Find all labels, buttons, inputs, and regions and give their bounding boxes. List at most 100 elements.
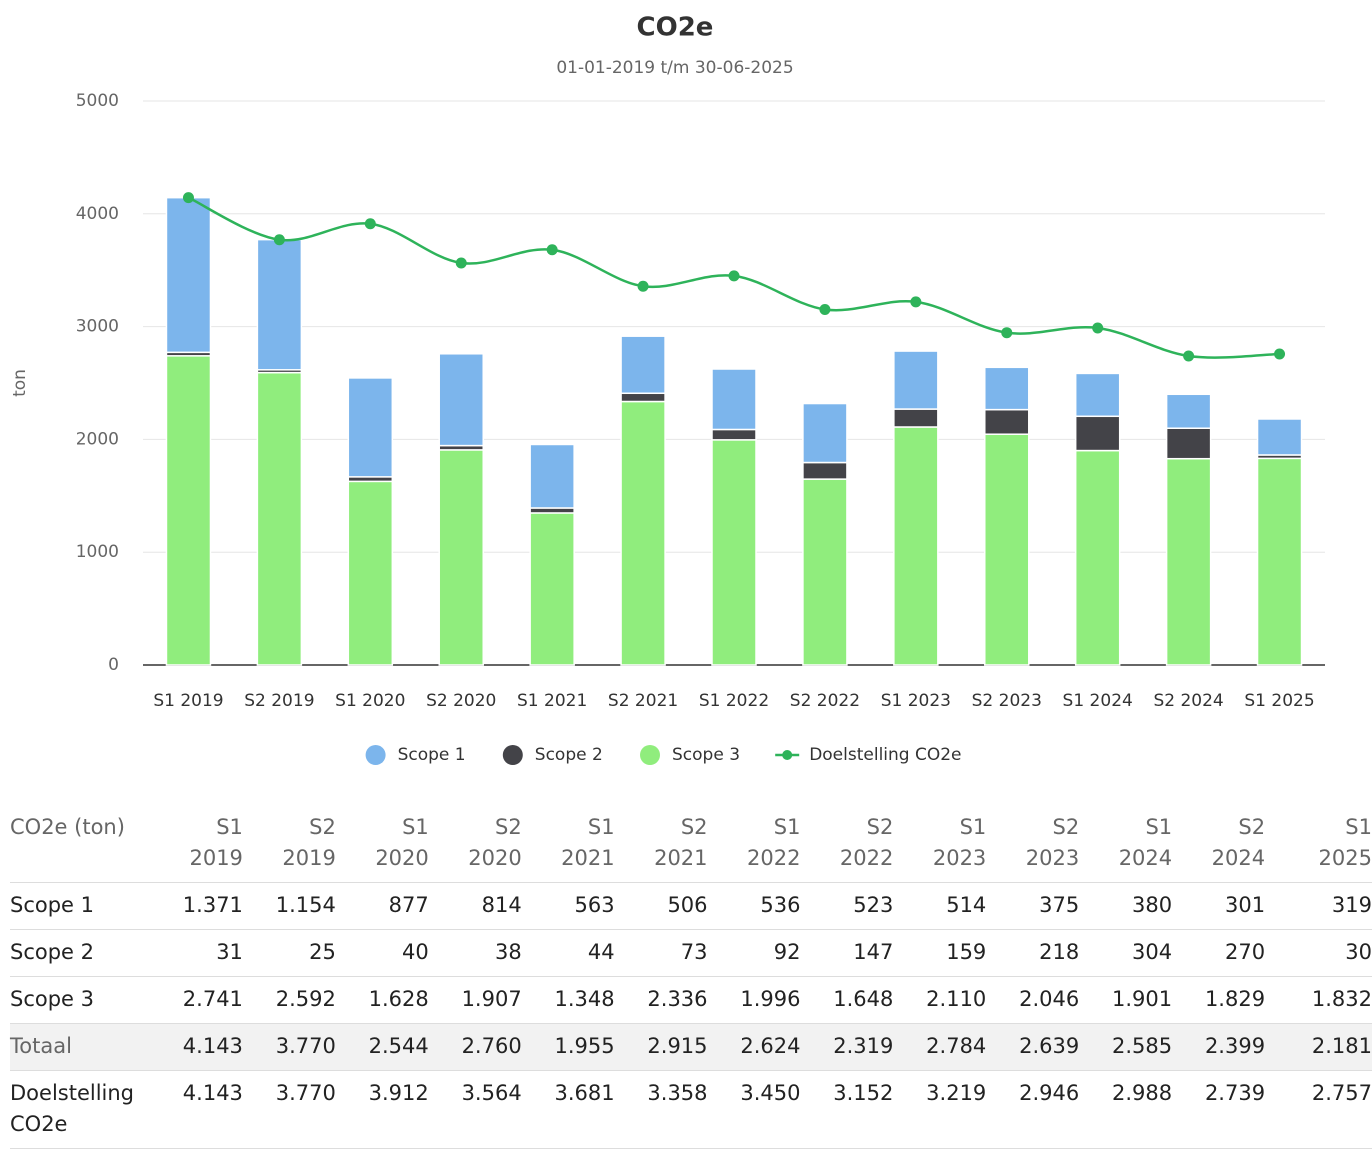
x-tick-label: S1 2022 [699, 691, 769, 711]
chart-subtitle: 01-01-2019 t/m 30-06-2025 [556, 58, 793, 78]
table-cell: Doelstelling CO2e [10, 1070, 150, 1149]
table-cell: Scope 3 [10, 976, 150, 1024]
bar-segment [1165, 427, 1212, 460]
target-marker [273, 234, 285, 246]
table-cell: 30 [1265, 929, 1372, 977]
table-cell: 2.739 [1172, 1070, 1266, 1149]
cell-text: Doelstelling CO2e [10, 1081, 135, 1136]
table-cell: Scope 2 [10, 929, 150, 977]
table-cell: 514 [893, 882, 987, 930]
cell-text: 44 [587, 940, 615, 964]
cell-text: 1.628 [368, 987, 429, 1011]
x-tick-label: S2 2023 [972, 691, 1042, 711]
table-cell: 536 [707, 882, 801, 930]
table-cell: 304 [1079, 929, 1173, 977]
table-row: Scope 2 31 25 40 38 44 73 92 147 159 218 304 270 30 [10, 929, 1372, 977]
table-cell: Totaal [10, 1023, 150, 1071]
bar-segment [1165, 393, 1212, 429]
table-row: Scope 1 1.371 1.154 877 814 563 506 536 523 514 37… [10, 882, 1372, 930]
cell-text: 30 [1345, 940, 1372, 964]
cell-text: 2.757 [1311, 1081, 1372, 1105]
target-marker [1001, 327, 1013, 339]
table-cell: 159 [893, 929, 987, 977]
table-cell: 1.901 [1079, 976, 1173, 1024]
table-cell: 1.648 [800, 976, 894, 1024]
table-cell: S2 2020 [428, 812, 522, 883]
cell-text: 563 [574, 893, 615, 917]
cell-text: 2.741 [182, 987, 243, 1011]
table-cell: 2.319 [800, 1023, 894, 1071]
table-cell: 3.770 [242, 1070, 336, 1149]
cell-text: 877 [388, 893, 429, 917]
y-tick-label: 3000 [76, 317, 119, 337]
table-cell: 2.585 [1079, 1023, 1173, 1071]
legend-label: Scope 1 [398, 745, 466, 765]
cell-text: 301 [1224, 893, 1266, 917]
bar-segment [802, 402, 848, 464]
cell-text: 2.110 [926, 987, 987, 1011]
table-cell: 73 [614, 929, 708, 977]
x-tick-label: S1 2020 [335, 691, 405, 711]
cell-text: 1.832 [1311, 987, 1372, 1011]
cell-text: 304 [1132, 940, 1173, 964]
bar-segment [256, 238, 303, 371]
cell-text: S1 2024 [1118, 815, 1173, 870]
cell-text: 2.784 [926, 1034, 987, 1058]
y-tick-label: 5000 [76, 91, 119, 111]
cell-text: S2 2020 [468, 815, 522, 870]
bar-segment [893, 408, 939, 428]
table-cell: 218 [986, 929, 1080, 977]
chart: CO2e 01-01-2019 t/m 30-06-2025 ton 0 1000… [10, 13, 1325, 765]
table-cell: 3.564 [428, 1070, 522, 1149]
x-tick-label: S1 2025 [1244, 691, 1314, 711]
table-cell: 2.946 [986, 1070, 1080, 1149]
cell-text: Scope 2 [10, 940, 95, 964]
cell-text: 3.770 [275, 1081, 336, 1105]
cell-text: 1.154 [275, 893, 336, 917]
data-table: CO2e (ton) S1 2019 S2 2019 S1 2020 S2 2020 S1… [10, 812, 1372, 1149]
x-tick-label: S1 2023 [881, 691, 951, 711]
table-cell: 1.832 [1265, 976, 1372, 1024]
table-cell: 4.143 [150, 1023, 243, 1071]
table-cell: S1 2023 [893, 812, 987, 883]
x-tick-label: S2 2022 [790, 691, 860, 711]
table-cell: 2.046 [986, 976, 1080, 1024]
table-cell: 92 [707, 929, 801, 977]
bar-segment [1074, 449, 1121, 666]
cell-text: 2.915 [647, 1034, 708, 1058]
bar-segment [1074, 415, 1121, 452]
bar-segment [711, 439, 757, 666]
cell-text: 380 [1132, 893, 1173, 917]
bar-segment [347, 480, 394, 666]
bar-segment [529, 443, 575, 509]
table-cell: 380 [1079, 882, 1173, 930]
chart-title: CO2e [637, 13, 714, 43]
table-cell: 3.450 [707, 1070, 801, 1149]
table-cell: 147 [800, 929, 894, 977]
table-cell: Scope 1 [10, 882, 150, 930]
table-row: Doelstelling CO2e 4.143 3.770 3.912 3.564 3.6… [10, 1070, 1372, 1149]
y-tick-label: 0 [108, 655, 119, 675]
bar-segment [165, 355, 212, 666]
cell-text: 1.348 [554, 987, 615, 1011]
legend-item: Scope 3 [640, 745, 740, 765]
table-cell: 2.639 [986, 1023, 1080, 1071]
cell-text: 1.907 [461, 987, 522, 1011]
table-cell: 301 [1172, 882, 1266, 930]
table-cell: 2.181 [1265, 1023, 1372, 1071]
table-cell: 375 [986, 882, 1080, 930]
table-row: Totaal 4.143 3.770 2.544 2.760 1.955 2.915 2.62… [10, 1023, 1372, 1071]
cell-text: CO2e (ton) [10, 815, 125, 839]
target-marker [364, 218, 376, 230]
table-cell: S2 2024 [1172, 812, 1266, 883]
legend-label: Scope 2 [535, 745, 603, 765]
table-cell: 2.336 [614, 976, 708, 1024]
table-cell: 270 [1172, 929, 1266, 977]
cell-text: S1 2025 [1318, 815, 1372, 870]
bar-segment [1256, 418, 1303, 456]
target-marker [1092, 322, 1104, 334]
cell-text: 4.143 [182, 1034, 243, 1058]
bar-segment [1074, 372, 1121, 418]
cell-text: 514 [946, 893, 987, 917]
